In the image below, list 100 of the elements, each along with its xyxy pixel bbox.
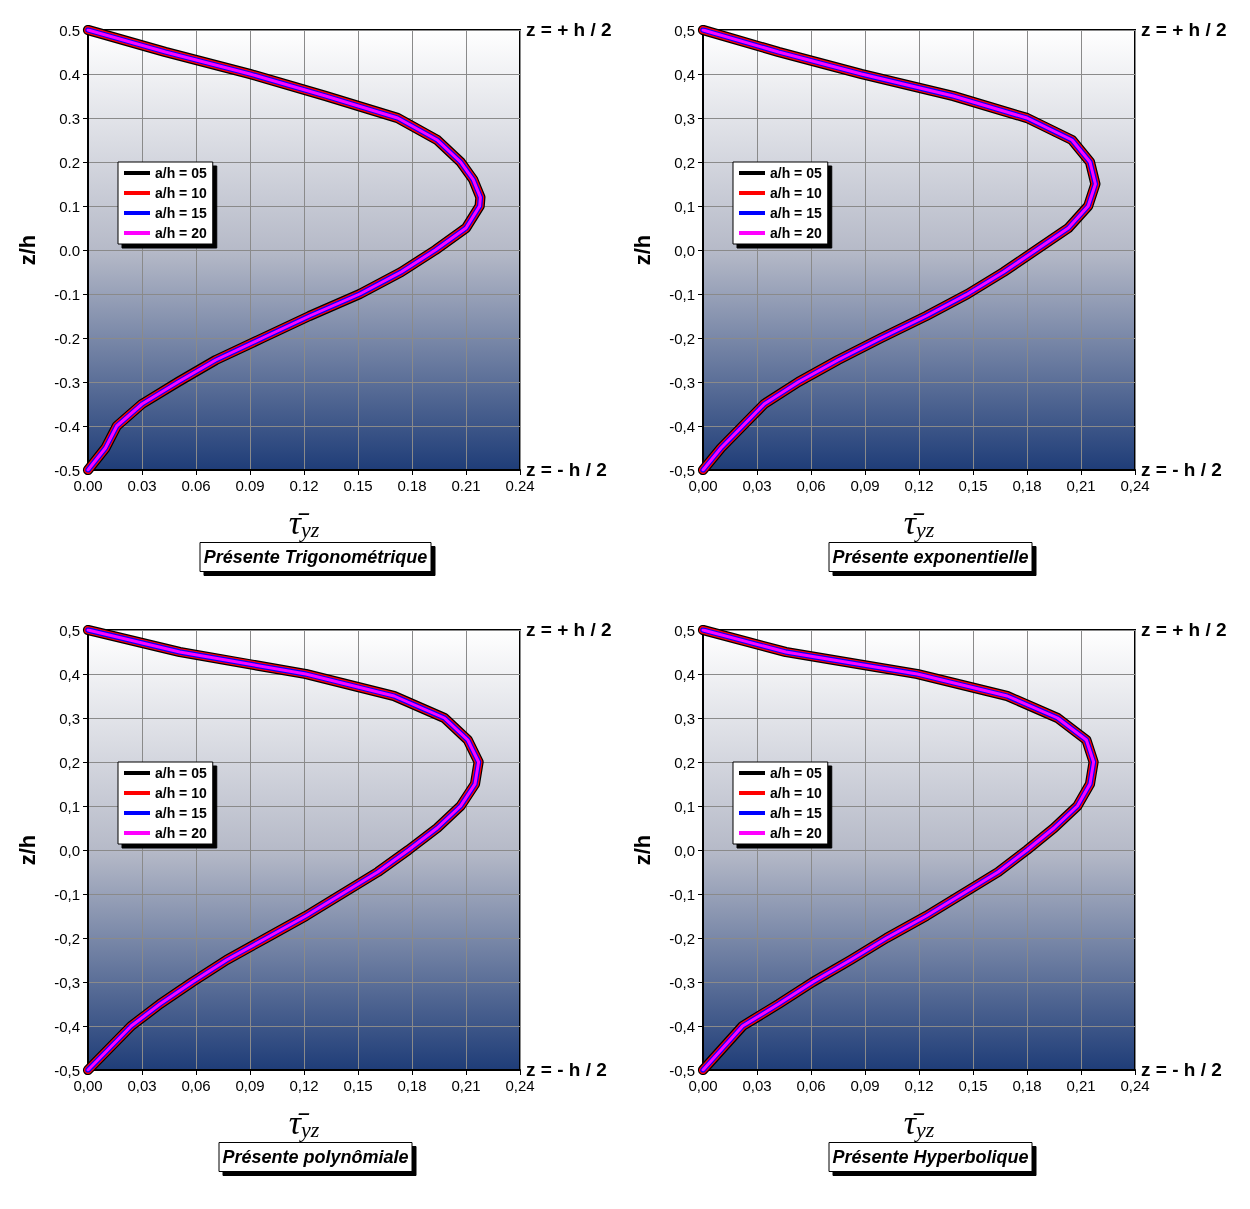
y-tick-label: 0,4	[674, 65, 695, 83]
x-tick-label: 0.06	[181, 477, 211, 494]
y-tick-label: -0,1	[54, 885, 80, 903]
y-tick-label: 0,2	[674, 753, 695, 771]
y-tick-label: 0,0	[674, 841, 695, 859]
y-tick-label: 0,5	[674, 621, 695, 639]
y-tick-label: -0,5	[669, 1061, 695, 1079]
legend-label: a/h = 10	[770, 785, 822, 801]
y-tick-label: 0,3	[674, 109, 695, 127]
x-tick-label: 0,03	[742, 1077, 772, 1094]
x-tick-label: 0,15	[958, 1077, 988, 1094]
x-tick-label: 0.03	[127, 477, 157, 494]
x-tick-label: 0,24	[1120, 477, 1150, 494]
y-tick-label: -0.1	[54, 285, 80, 303]
legend-label: a/h = 10	[770, 185, 822, 201]
y-tick-label: 0,3	[59, 709, 80, 727]
x-tick-label: 0.21	[451, 477, 481, 494]
legend-label: a/h = 20	[155, 225, 207, 241]
y-tick-label: 0,5	[59, 621, 80, 639]
text: z = - h / 2	[1141, 459, 1222, 480]
y-tick-label: -0,4	[669, 417, 695, 435]
y-tick-label: 0.3	[59, 109, 80, 127]
y-tick-label: 0,1	[674, 797, 695, 815]
y-tick-label: 0,3	[674, 709, 695, 727]
x-tick-label: 0,03	[127, 1077, 157, 1094]
x-tick-label: 0,21	[1066, 477, 1096, 494]
y-tick-label: -0,2	[54, 929, 80, 947]
y-tick-label: 0,0	[59, 841, 80, 859]
legend-label: a/h = 15	[770, 805, 822, 821]
x-tick-label: 0,09	[850, 477, 880, 494]
y-tick-label: 0,2	[674, 153, 695, 171]
y-tick-label: 0.0	[59, 241, 80, 259]
x-tick-label: 0,21	[451, 1077, 481, 1094]
x-tick-label: 0,18	[397, 1077, 427, 1094]
y-tick-label: 0.2	[59, 153, 80, 171]
y-tick-label: 0,1	[59, 797, 80, 815]
y-axis-title: z/h	[14, 234, 40, 266]
legend-label: a/h = 20	[155, 825, 207, 841]
text: z = - h / 2	[526, 1059, 607, 1080]
x-tick-label: 0,18	[1012, 477, 1042, 494]
y-tick-label: 0.1	[59, 197, 80, 215]
x-tick-label: 0,00	[688, 1077, 718, 1094]
y-tick-label: -0.3	[54, 373, 80, 391]
y-tick-label: -0,1	[669, 885, 695, 903]
legend-label: a/h = 05	[155, 165, 207, 181]
y-tick-label: -0,3	[669, 973, 695, 991]
legend-label: a/h = 20	[770, 225, 822, 241]
x-tick-label: 0.24	[505, 477, 535, 494]
x-tick-label: 0,15	[343, 1077, 373, 1094]
y-tick-label: -0,2	[669, 929, 695, 947]
x-tick-label: 0,15	[958, 477, 988, 494]
y-tick-label: 0,0	[674, 241, 695, 259]
x-tick-label: 0.18	[397, 477, 427, 494]
x-tick-label: 0,24	[505, 1077, 535, 1094]
y-tick-label: 0.5	[59, 21, 80, 39]
legend-label: a/h = 15	[155, 805, 207, 821]
y-axis-title: z/h	[629, 834, 655, 866]
y-tick-label: -0,2	[669, 329, 695, 347]
legend-label: a/h = 15	[155, 205, 207, 221]
text: Présente polynômiale	[222, 1147, 409, 1167]
y-tick-label: -0,5	[54, 1061, 80, 1079]
x-tick-label: 0,12	[289, 1077, 319, 1094]
x-tick-label: 0.15	[343, 477, 373, 494]
legend-label: a/h = 10	[155, 785, 207, 801]
legend-label: a/h = 05	[155, 765, 207, 781]
x-tick-label: 0,00	[73, 1077, 103, 1094]
text: Présente Trigonométrique	[203, 547, 428, 567]
y-tick-label: 0,4	[674, 665, 695, 683]
y-tick-label: 0,1	[674, 197, 695, 215]
legend-label: a/h = 20	[770, 825, 822, 841]
y-axis-title: z/h	[14, 834, 40, 866]
text: z = + h / 2	[1141, 619, 1227, 640]
x-tick-label: 0.12	[289, 477, 319, 494]
x-tick-label: 0,09	[850, 1077, 880, 1094]
y-tick-label: -0,1	[669, 285, 695, 303]
y-tick-label: -0,3	[669, 373, 695, 391]
text: z = - h / 2	[1141, 1059, 1222, 1080]
text: Présente Hyperbolique	[832, 1147, 1029, 1167]
x-tick-label: 0,00	[688, 477, 718, 494]
text: z = - h / 2	[526, 459, 607, 480]
x-tick-label: 0,03	[742, 477, 772, 494]
y-tick-label: 0.4	[59, 65, 80, 83]
x-tick-label: 0,09	[235, 1077, 265, 1094]
y-axis-title: z/h	[629, 234, 655, 266]
x-tick-label: 0,18	[1012, 1077, 1042, 1094]
x-tick-label: 0,06	[181, 1077, 211, 1094]
x-tick-label: 0,12	[904, 1077, 934, 1094]
y-tick-label: 0,5	[674, 21, 695, 39]
text: z = + h / 2	[526, 619, 612, 640]
legend-label: a/h = 05	[770, 165, 822, 181]
y-tick-label: 0,4	[59, 665, 80, 683]
y-tick-label: -0,4	[669, 1017, 695, 1035]
legend-label: a/h = 10	[155, 185, 207, 201]
x-tick-label: 0.09	[235, 477, 265, 494]
x-tick-label: 0,06	[796, 477, 826, 494]
legend-label: a/h = 05	[770, 765, 822, 781]
x-tick-label: 0,06	[796, 1077, 826, 1094]
y-tick-label: -0,3	[54, 973, 80, 991]
text: Présente exponentielle	[832, 547, 1029, 567]
y-tick-label: -0.4	[54, 417, 80, 435]
